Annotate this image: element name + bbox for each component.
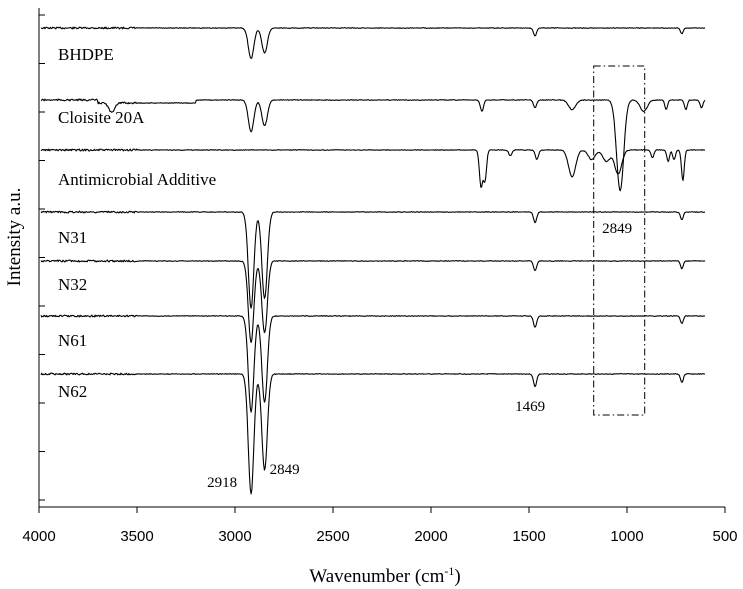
trace-1 xyxy=(40,98,706,192)
trace-2 xyxy=(40,148,705,188)
series-label: Cloisite 20A xyxy=(58,108,145,127)
highlight-box xyxy=(593,65,646,416)
x-tick-label: 500 xyxy=(712,528,737,545)
x-tick-label: 1500 xyxy=(512,528,545,545)
x-axis-ticks: 4000 3500 3000 2500 2000 1500 1000 500 xyxy=(22,507,738,545)
peak-annotations: 2918 2849 1469 2849 xyxy=(207,221,632,491)
y-axis-ticks xyxy=(39,14,45,501)
x-tick-label: 2000 xyxy=(414,528,447,545)
peak-label-2849: 2849 xyxy=(270,462,300,478)
x-tick-label: 2500 xyxy=(316,528,349,545)
peak-label-1469: 1469 xyxy=(515,399,545,415)
x-tick-label: 4000 xyxy=(22,528,55,545)
trace-4 xyxy=(40,259,706,344)
series-label: Antimicrobial Additive xyxy=(58,170,216,189)
x-tick-label: 3500 xyxy=(120,528,153,545)
peak-label-2849: 2849 xyxy=(602,221,632,237)
series-label: N32 xyxy=(58,275,87,294)
trace-0 xyxy=(40,26,706,60)
series-label: N31 xyxy=(58,228,87,247)
x-tick-label: 3000 xyxy=(218,528,251,545)
peak-label-2918: 2918 xyxy=(207,475,237,491)
spectra-traces xyxy=(40,26,706,495)
x-tick-label: 1000 xyxy=(610,528,643,545)
trace-3 xyxy=(40,210,706,309)
series-label: BHDPE xyxy=(58,45,114,64)
y-axis-title: Intensity a.u. xyxy=(4,188,25,287)
series-label: N61 xyxy=(58,331,87,350)
trace-5 xyxy=(40,314,706,413)
trace-6 xyxy=(40,372,706,495)
series-label: N62 xyxy=(58,382,87,401)
x-axis-title: Wavenumber (cm-1) xyxy=(309,564,460,587)
series-labels: BHDPE Cloisite 20A Antimicrobial Additive N… xyxy=(58,45,216,401)
